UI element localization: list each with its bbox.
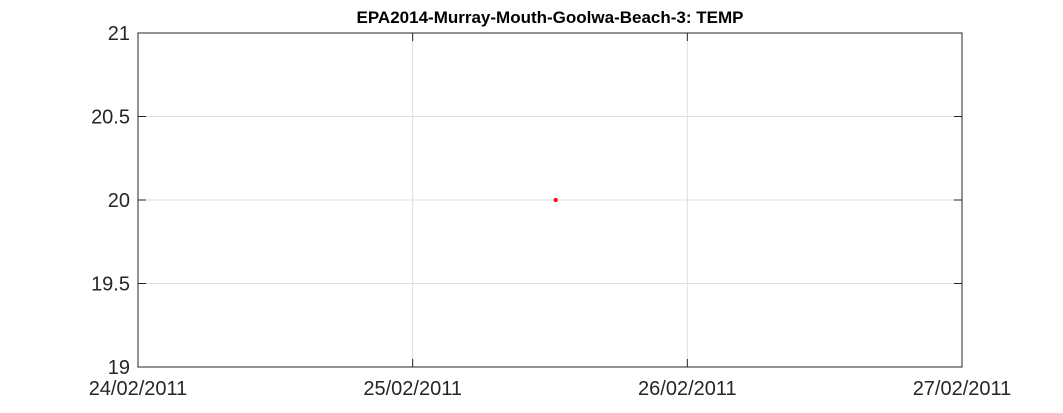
- y-tick-label: 21: [108, 23, 130, 45]
- y-tick-label: 19.5: [91, 274, 130, 296]
- y-tick-label: 20: [108, 190, 130, 212]
- y-tick-label: 19: [108, 357, 130, 379]
- y-tick-label: 20.5: [91, 107, 130, 129]
- grid-lines: [138, 33, 962, 367]
- chart-title: EPA2014-Murray-Mouth-Goolwa-Beach-3: TEM…: [357, 8, 744, 27]
- x-tick-label: 26/02/2011: [638, 378, 737, 400]
- x-tick-label: 25/02/2011: [363, 378, 462, 400]
- axis-ticks: 24/02/2011 25/02/2011 26/02/2011 27/02/2011…: [89, 23, 1012, 400]
- data-points: [553, 198, 558, 202]
- x-tick-label: 24/02/2011: [89, 378, 188, 400]
- x-tick-label: 27/02/2011: [913, 378, 1012, 400]
- data-point: [553, 198, 558, 202]
